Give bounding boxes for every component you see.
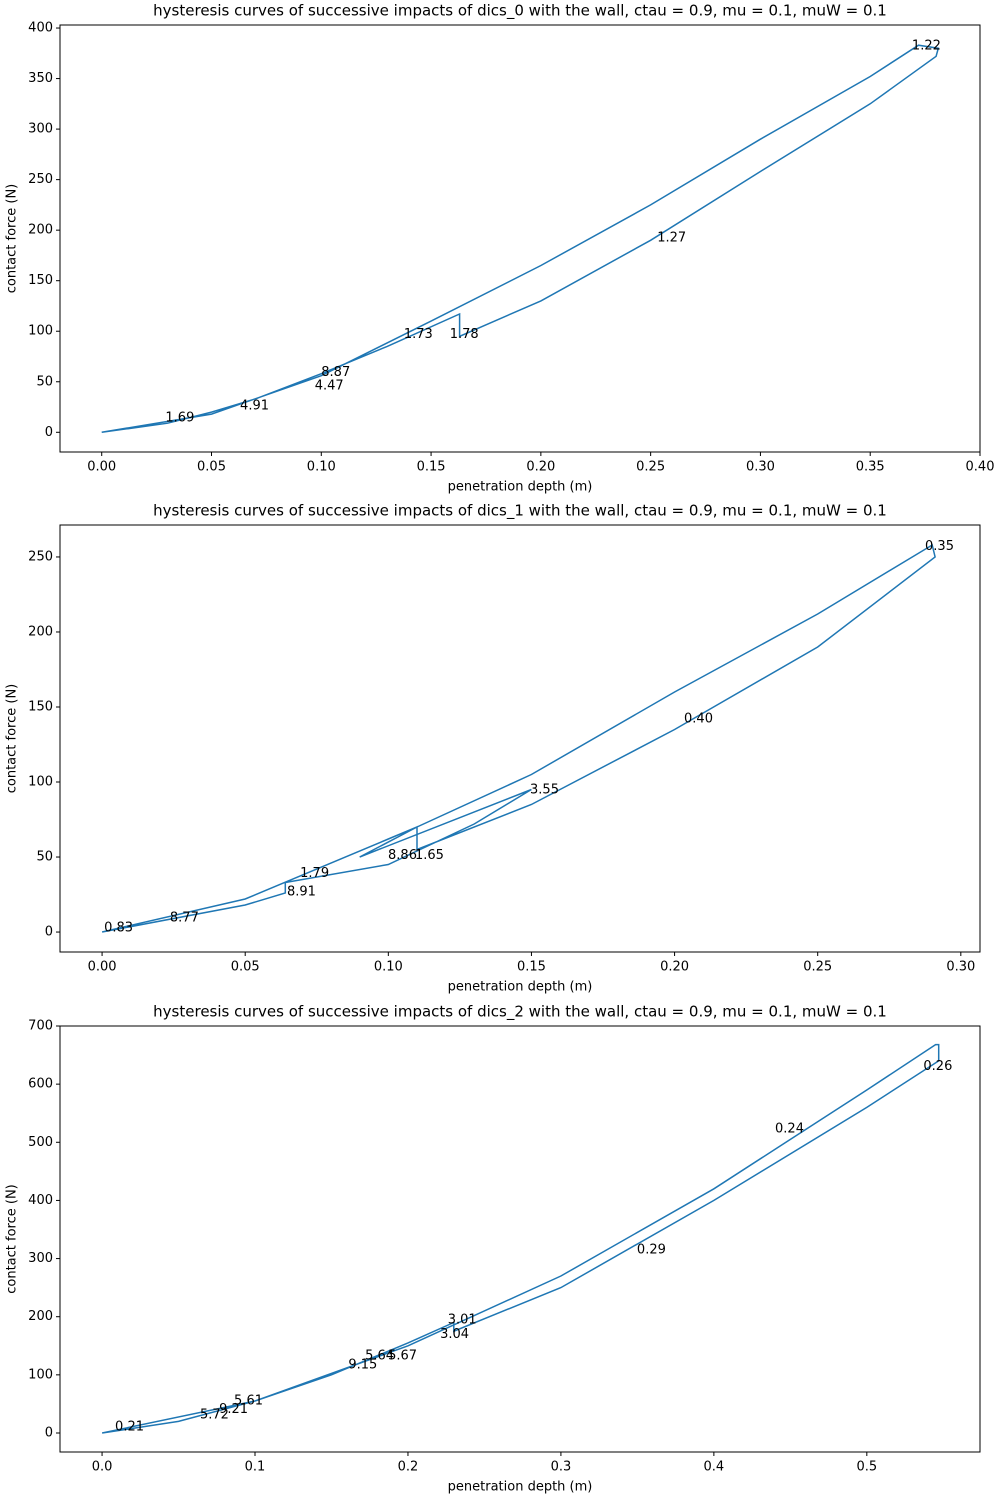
annotation: 8.86 <box>388 848 417 863</box>
annotation: 5.61 <box>234 1394 263 1409</box>
y-axis-label: contact force (N) <box>5 1184 20 1294</box>
y-axis-label: contact force (N) <box>5 184 20 294</box>
x-tick-label: 0.4 <box>704 1460 725 1475</box>
annotation: 5.72 <box>200 1407 229 1422</box>
annotation: 8.91 <box>287 884 316 899</box>
x-tick-label: 0.1 <box>245 1460 266 1475</box>
x-tick-label: 0.10 <box>307 460 336 475</box>
hysteresis-line <box>101 543 936 933</box>
y-tick-label: 0 <box>45 925 53 940</box>
y-tick-label: 150 <box>28 699 53 714</box>
annotation: 8.77 <box>170 911 199 926</box>
x-tick-label: 0.35 <box>856 460 885 475</box>
x-tick-label: 0.20 <box>660 960 689 975</box>
y-tick-label: 300 <box>28 1251 53 1266</box>
x-axis-label: penetration depth (m) <box>448 980 593 995</box>
annotation: 1.79 <box>300 866 329 881</box>
y-tick-label: 250 <box>28 549 53 564</box>
x-tick-label: 0.00 <box>88 960 117 975</box>
plot-frame <box>59 524 981 953</box>
annotation: 0.83 <box>104 920 133 935</box>
annotation: 9.15 <box>348 1357 377 1372</box>
annotation: 3.55 <box>530 782 559 797</box>
x-tick-label: 0.5 <box>856 1460 877 1475</box>
x-tick-label: 0.00 <box>87 460 116 475</box>
annotation: 0.24 <box>775 1121 804 1136</box>
annotation: 5.67 <box>388 1349 417 1364</box>
annotation: 1.73 <box>404 327 433 342</box>
y-tick-label: 250 <box>28 172 53 187</box>
y-tick-label: 0 <box>45 425 53 440</box>
y-tick-label: 200 <box>28 223 53 238</box>
chart-title: hysteresis curves of successive impacts … <box>153 502 887 521</box>
y-tick-label: 400 <box>28 21 53 36</box>
x-tick-label: 0.0 <box>92 1460 113 1475</box>
chart-title: hysteresis curves of successive impacts … <box>153 1003 887 1022</box>
x-tick-label: 0.25 <box>636 460 665 475</box>
annotation: 1.78 <box>450 327 479 342</box>
annotation: 5.64 <box>365 1349 394 1364</box>
annotation: 1.65 <box>415 848 444 863</box>
x-tick-label: 0.05 <box>231 960 260 975</box>
y-tick-label: 150 <box>28 273 53 288</box>
annotation: 1.27 <box>657 231 686 246</box>
y-tick-label: 50 <box>36 850 53 865</box>
x-tick-label: 0.25 <box>803 960 832 975</box>
annotation: 0.35 <box>925 539 954 554</box>
x-tick-label: 0.30 <box>946 960 975 975</box>
hysteresis-line <box>101 1043 940 1434</box>
y-tick-label: 500 <box>28 1135 53 1150</box>
y-tick-label: 600 <box>28 1077 53 1092</box>
y-tick-label: 400 <box>28 1193 53 1208</box>
annotation: 9.21 <box>219 1402 248 1417</box>
annotation: 4.47 <box>315 378 344 393</box>
annotation: 3.04 <box>440 1327 469 1342</box>
x-axis-label: penetration depth (m) <box>448 1480 593 1495</box>
x-tick-label: 0.10 <box>374 960 403 975</box>
y-tick-label: 100 <box>28 324 53 339</box>
x-tick-label: 0.30 <box>746 460 775 475</box>
annotation: 8.87 <box>321 365 350 380</box>
annotation: 0.40 <box>684 711 713 726</box>
y-tick-label: 200 <box>28 1309 53 1324</box>
annotation: 0.26 <box>923 1059 952 1074</box>
annotation: 0.29 <box>637 1242 666 1257</box>
y-tick-label: 200 <box>28 624 53 639</box>
y-tick-label: 50 <box>36 374 53 389</box>
plot-frame <box>59 24 981 453</box>
y-tick-label: 0 <box>45 1425 53 1440</box>
x-tick-label: 0.20 <box>526 460 555 475</box>
annotation: 0.21 <box>115 1420 144 1435</box>
y-tick-label: 350 <box>28 71 53 86</box>
plot-frame <box>59 1025 981 1453</box>
hysteresis-line <box>101 44 940 434</box>
y-tick-label: 100 <box>28 1367 53 1382</box>
x-tick-label: 0.15 <box>517 960 546 975</box>
annotation: 3.01 <box>448 1313 477 1328</box>
y-tick-label: 100 <box>28 775 53 790</box>
y-tick-label: 300 <box>28 122 53 137</box>
x-tick-label: 0.2 <box>398 1460 419 1475</box>
chart-title: hysteresis curves of successive impacts … <box>153 2 887 21</box>
x-tick-label: 0.3 <box>551 1460 572 1475</box>
x-tick-label: 0.05 <box>197 460 226 475</box>
x-tick-label: 0.40 <box>966 460 995 475</box>
x-axis-label: penetration depth (m) <box>448 480 593 495</box>
y-axis-label: contact force (N) <box>5 684 20 794</box>
x-tick-label: 0.15 <box>417 460 446 475</box>
y-tick-label: 700 <box>28 1019 53 1034</box>
annotation: 4.91 <box>240 399 269 414</box>
annotation: 1.69 <box>165 411 194 426</box>
annotation: 1.22 <box>912 39 941 54</box>
